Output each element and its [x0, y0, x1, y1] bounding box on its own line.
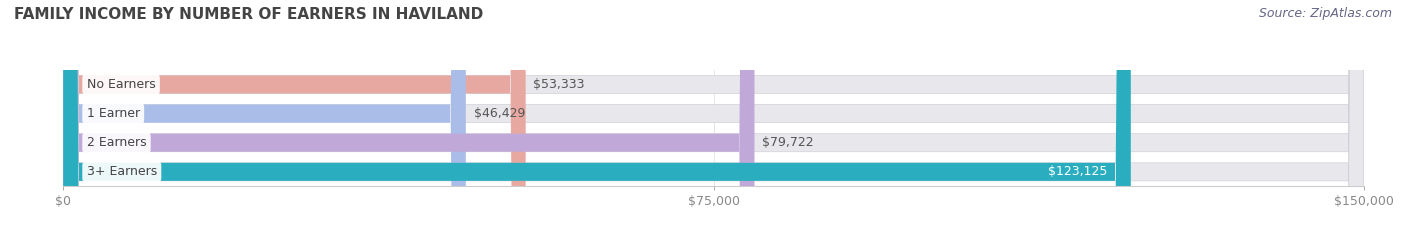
Text: 3+ Earners: 3+ Earners — [87, 165, 157, 178]
FancyBboxPatch shape — [63, 0, 755, 233]
Text: FAMILY INCOME BY NUMBER OF EARNERS IN HAVILAND: FAMILY INCOME BY NUMBER OF EARNERS IN HA… — [14, 7, 484, 22]
Text: $46,429: $46,429 — [474, 107, 524, 120]
FancyBboxPatch shape — [63, 0, 526, 233]
FancyBboxPatch shape — [63, 0, 465, 233]
Text: 2 Earners: 2 Earners — [87, 136, 146, 149]
Text: $123,125: $123,125 — [1047, 165, 1108, 178]
Text: No Earners: No Earners — [87, 78, 156, 91]
FancyBboxPatch shape — [63, 0, 1364, 233]
FancyBboxPatch shape — [63, 0, 1130, 233]
Text: Source: ZipAtlas.com: Source: ZipAtlas.com — [1258, 7, 1392, 20]
FancyBboxPatch shape — [63, 0, 1364, 233]
Text: 1 Earner: 1 Earner — [87, 107, 139, 120]
FancyBboxPatch shape — [63, 0, 1364, 233]
Text: $79,722: $79,722 — [762, 136, 814, 149]
Text: $53,333: $53,333 — [533, 78, 585, 91]
FancyBboxPatch shape — [63, 0, 1364, 233]
